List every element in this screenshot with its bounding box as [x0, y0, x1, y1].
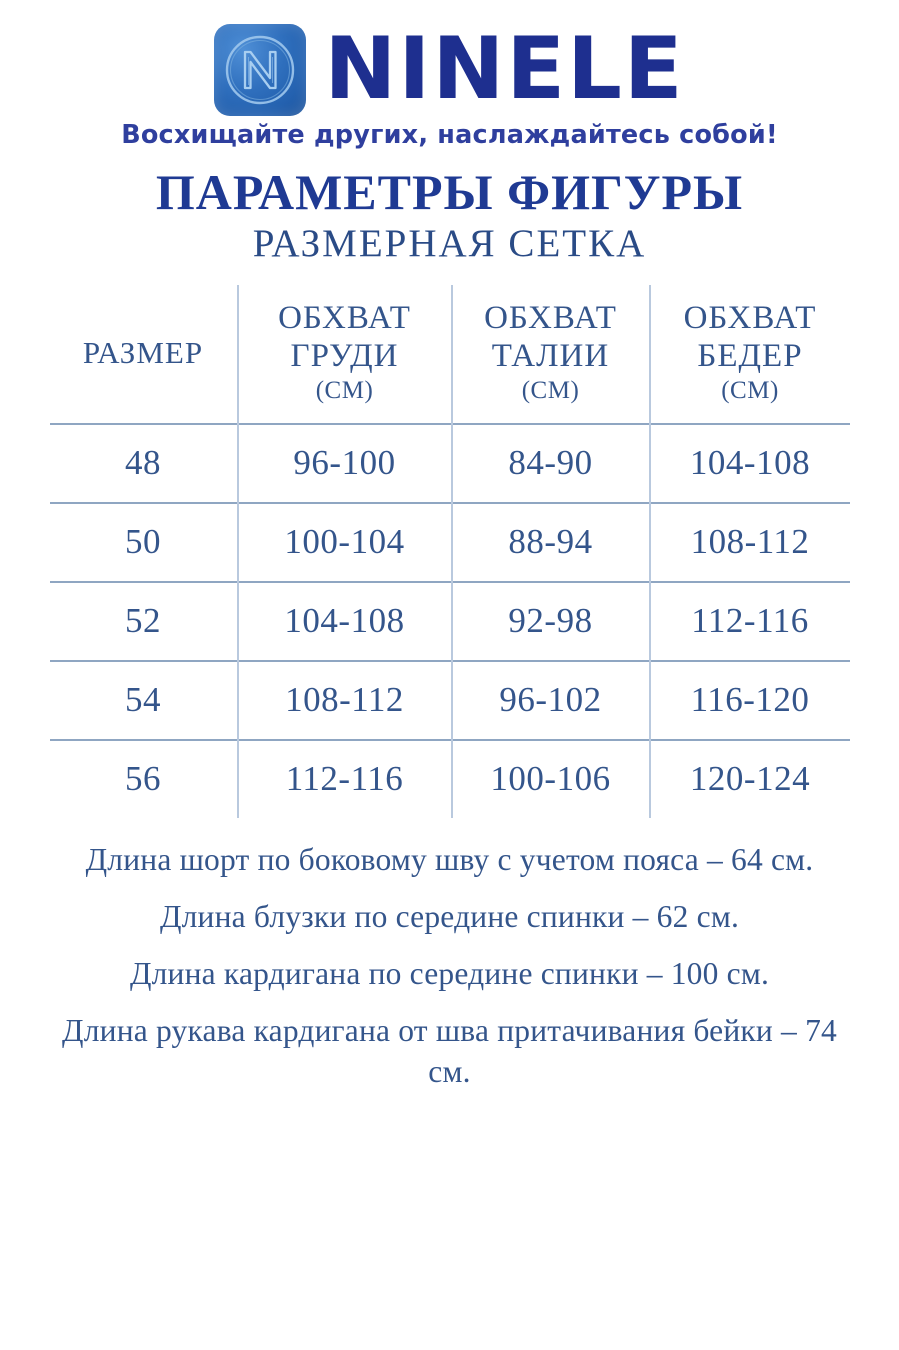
cell-hip: 120-124 — [648, 739, 850, 818]
column-header-waist: ОБХВАТ ТАЛИИ (СМ) — [450, 284, 650, 424]
cell-waist: 88-94 — [450, 502, 650, 582]
cell-size: 56 — [125, 759, 161, 799]
column-header-bust: ОБХВАТ ГРУДИ (СМ) — [236, 284, 452, 424]
table-body: 48 96-100 84-90 104-108 50 100-104 88-94… — [49, 423, 850, 818]
column-header-hip: ОБХВАТ БЕДЕР (СМ) — [648, 284, 850, 424]
size-chart: РАЗМЕР ОБХВАТ ГРУДИ (СМ) ОБХВАТ ТАЛИИ (С… — [49, 284, 850, 818]
cell-waist: 96-102 — [450, 660, 650, 740]
column-header-hip-unit: (СМ) — [721, 377, 779, 405]
cell-bust: 104-108 — [236, 581, 452, 661]
measurement-notes: Длина шорт по боковому шву с учетом пояс… — [50, 840, 850, 1093]
cell-waist: 92-98 — [450, 581, 650, 661]
table-row: 50 100-104 88-94 108-112 — [49, 502, 850, 582]
size-table: РАЗМЕР ОБХВАТ ГРУДИ (СМ) ОБХВАТ ТАЛИИ (С… — [49, 284, 850, 818]
circled-n-monogram-icon — [214, 24, 307, 116]
column-header-bust-label: ОБХВАТ ГРУДИ — [278, 299, 411, 375]
column-header-waist-unit: (СМ) — [521, 377, 580, 405]
table-row: 48 96-100 84-90 104-108 — [49, 423, 850, 503]
brand-wordmark: NINELE — [324, 19, 685, 120]
brand-header: NINELE Восхищайте других, наслаждайтесь … — [0, 0, 899, 150]
cell-bust: 100-104 — [236, 502, 452, 582]
cell-hip: 112-116 — [648, 581, 850, 661]
cell-waist: 100-106 — [450, 739, 650, 818]
table-row: 52 104-108 92-98 112-116 — [49, 581, 850, 661]
column-header-size: РАЗМЕР — [50, 285, 238, 424]
cell-size: 52 — [125, 601, 161, 641]
cell-bust: 108-112 — [236, 660, 452, 740]
cell-bust: 112-116 — [236, 739, 452, 818]
cell-waist: 84-90 — [450, 423, 650, 503]
column-header-bust-unit: (СМ) — [315, 377, 374, 405]
logo-row: NINELE — [214, 24, 684, 116]
brand-tagline: Восхищайте других, наслаждайтесь собой! — [121, 120, 778, 150]
table-row: 54 108-112 96-102 116-120 — [49, 660, 850, 740]
table-header-row: РАЗМЕР ОБХВАТ ГРУДИ (СМ) ОБХВАТ ТАЛИИ (С… — [50, 284, 850, 424]
cell-size: 50 — [125, 522, 161, 562]
cell-hip: 104-108 — [648, 423, 850, 503]
note-blouse-length: Длина блузки по середине спинки – 62 см. — [159, 898, 740, 934]
cell-size: 48 — [125, 443, 161, 483]
cell-size: 54 — [125, 680, 161, 720]
cell-bust: 96-100 — [236, 423, 452, 503]
table-row: 56 112-116 100-106 120-124 — [49, 739, 850, 818]
column-header-waist-label: ОБХВАТ ТАЛИИ — [484, 299, 617, 375]
note-cardigan-length: Длина кардигана по середине спинки – 100… — [129, 955, 770, 991]
cell-hip: 116-120 — [648, 660, 850, 740]
cell-hip: 108-112 — [648, 502, 850, 582]
column-header-size-label: РАЗМЕР — [82, 334, 204, 370]
column-header-hip-label: ОБХВАТ БЕДЕР — [683, 299, 817, 375]
table-header: РАЗМЕР ОБХВАТ ГРУДИ (СМ) ОБХВАТ ТАЛИИ (С… — [50, 284, 850, 424]
page-title: ПАРАМЕТРЫ ФИГУРЫ — [155, 164, 744, 220]
note-cardigan-sleeve-length: Длина рукава кардигана от шва притачиван… — [62, 1012, 837, 1089]
page-subtitle: РАЗМЕРНАЯ СЕТКА — [252, 222, 647, 265]
note-shorts-length: Длина шорт по боковому шву с учетом пояс… — [85, 841, 814, 877]
